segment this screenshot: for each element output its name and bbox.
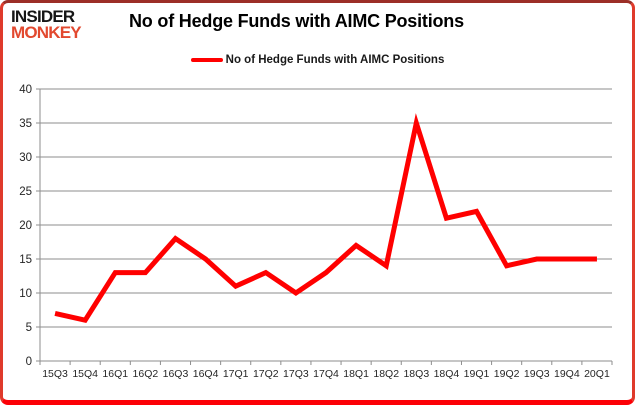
x-axis-label: 15Q4 [72,368,98,380]
legend-label: No of Hedge Funds with AIMC Positions [225,54,445,66]
y-axis-label: 40 [19,84,32,96]
x-axis-label: 17Q1 [223,368,249,380]
x-axis-label: 19Q1 [464,368,490,380]
logo-insider-text: INSIDER [11,7,75,26]
insider-monkey-logo: INSIDER MONKEY [11,7,82,42]
y-axis-label: 0 [26,356,32,368]
y-axis-label: 30 [19,152,32,164]
legend-line-swatch [190,58,223,62]
x-axis-label: 17Q4 [313,368,339,380]
x-axis-label: 19Q3 [524,368,550,380]
chart-title: No of Hedge Funds with AIMC Positions [129,11,464,31]
hedge-funds-line-series [54,113,597,324]
logo-monkey-text: MONKEY [11,22,82,42]
x-axis-label: 20Q1 [584,368,610,380]
x-axis-label: 18Q4 [434,368,460,380]
x-axis-label: 17Q3 [283,368,309,380]
x-axis-label: 18Q1 [343,368,369,380]
x-axis-label: 16Q3 [163,368,189,380]
y-axis-label: 20 [19,220,32,232]
x-axis-label: 17Q2 [253,368,279,380]
y-axis-label: 35 [19,118,32,130]
y-axis-label: 10 [19,288,32,300]
legend: No of Hedge Funds with AIMC Positions [0,54,635,66]
x-axis-label: 16Q4 [193,368,219,380]
y-axis-label: 25 [19,186,32,198]
x-axis-label: 15Q3 [42,368,68,380]
x-axis-label: 18Q3 [403,368,429,380]
x-axis-label: 18Q2 [373,368,399,380]
x-axis-label: 19Q2 [494,368,520,380]
y-axis-label: 15 [19,254,32,266]
x-axis-label: 16Q2 [133,368,159,380]
x-axis-label: 16Q1 [102,368,128,380]
y-axis-label: 5 [26,322,32,334]
x-axis-label: 19Q4 [554,368,580,380]
